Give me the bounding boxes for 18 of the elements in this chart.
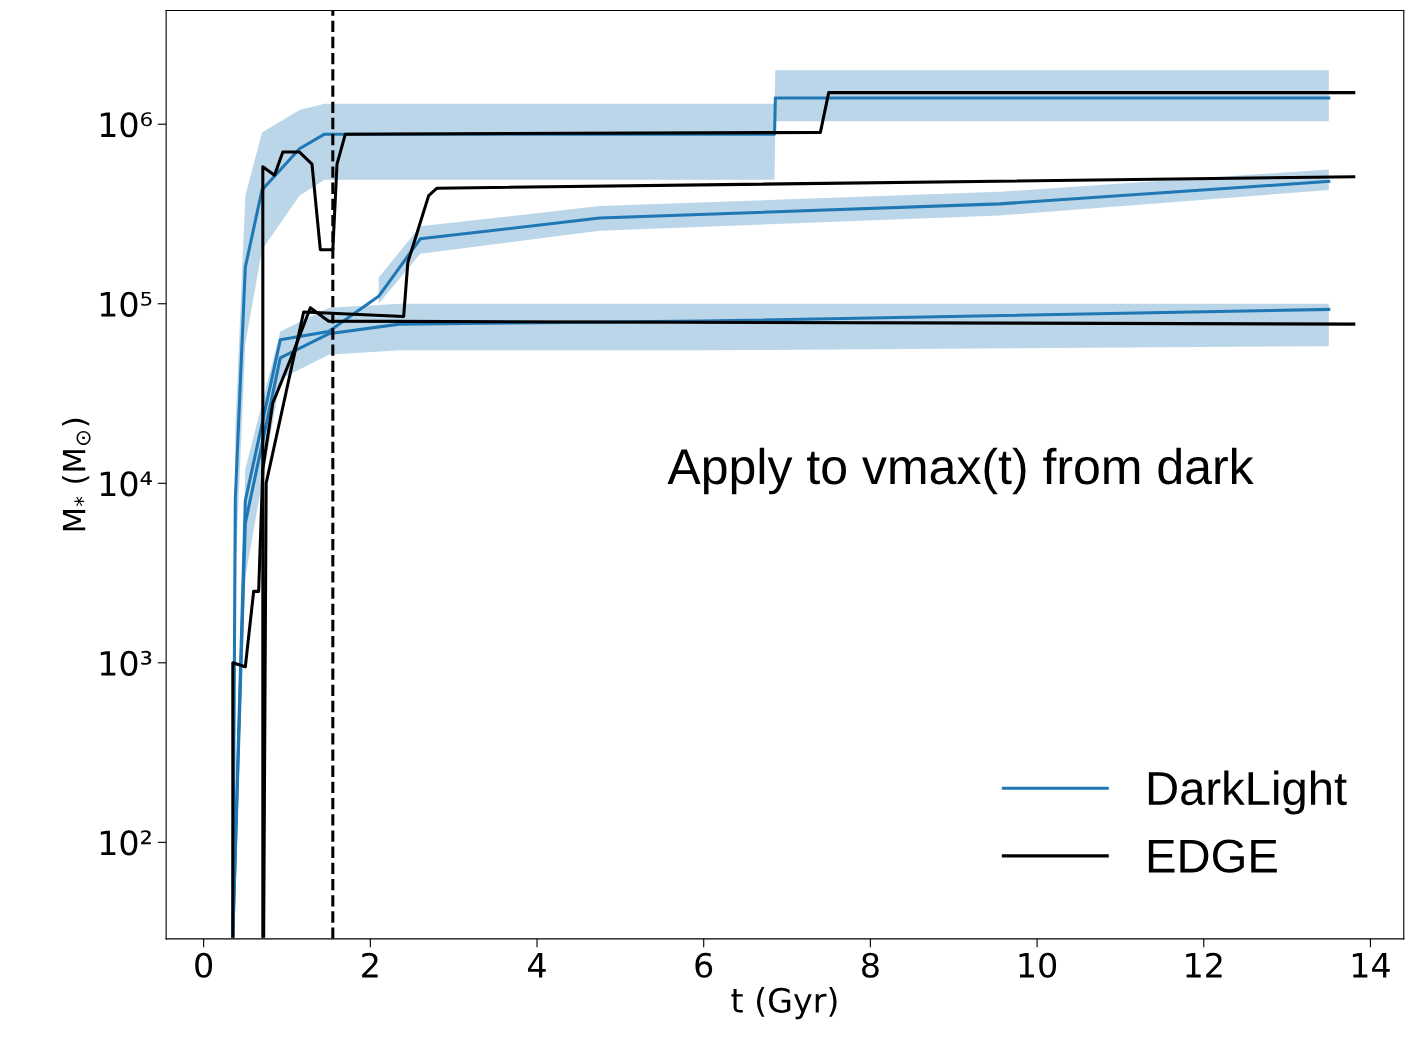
y-tick-label: 10⁴ [100, 471, 152, 497]
legend-label: EDGE [1148, 839, 1277, 873]
x-axis-title: t (Gyr) [731, 987, 837, 1020]
x-tick-label: 10 [1019, 952, 1057, 978]
x-tick-label: 2 [362, 952, 378, 978]
y-axis-title: M$_{*}$ (M$_{⊙}$) [62, 418, 91, 531]
y-tick-label: 10⁶ [100, 112, 152, 138]
x-tick-label: 12 [1186, 952, 1222, 978]
y-tick-label: 10³ [100, 650, 152, 676]
legend-label: DarkLight [1148, 770, 1347, 815]
x-tick-label: 0 [195, 952, 213, 978]
x-tick-label: 4 [528, 953, 546, 978]
annotation: Apply to vmax(t) from dark [667, 447, 1254, 495]
x-tick-label: 6 [695, 952, 713, 978]
y-tick-label: 10⁵ [100, 291, 152, 317]
x-tick-label: 8 [862, 952, 879, 978]
y-tick-label: 10² [100, 830, 151, 856]
x-tick-label: 14 [1352, 953, 1390, 978]
